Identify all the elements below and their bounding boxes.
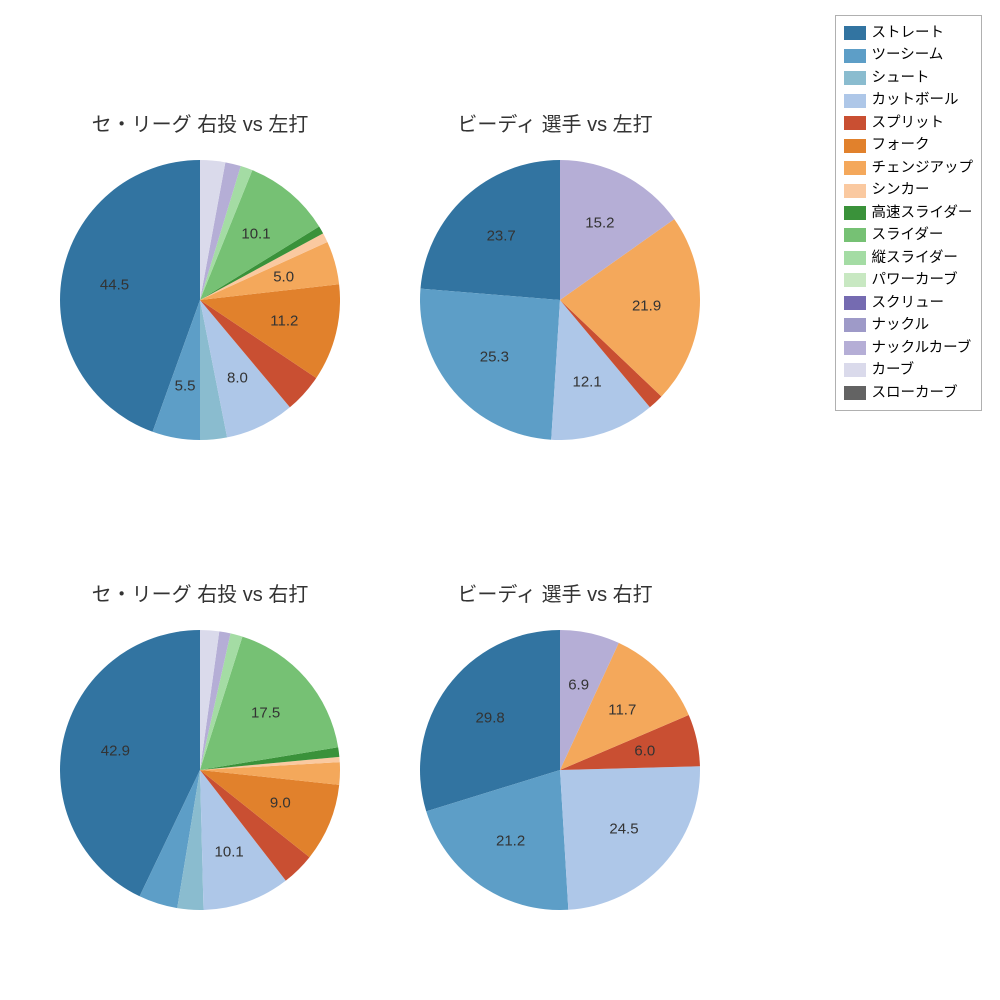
legend-label: ツーシーム (872, 44, 944, 66)
pie-slice-label: 42.9 (101, 742, 130, 759)
legend-item: シンカー (844, 179, 974, 201)
pie-slice-label: 6.0 (634, 743, 655, 760)
pie-slice-label: 12.1 (572, 374, 601, 391)
legend-label: 縦スライダー (872, 247, 958, 269)
legend-label: パワーカーブ (872, 269, 958, 291)
pie-slice-label: 29.8 (476, 710, 505, 727)
legend-item: ストレート (844, 22, 974, 44)
pie-slice-label: 10.1 (241, 225, 270, 242)
pie-slice-label: 15.2 (585, 214, 614, 231)
legend-label: スライダー (872, 224, 944, 246)
legend-swatch (844, 273, 866, 287)
legend-swatch (844, 363, 866, 377)
pie-slice-label: 5.0 (273, 268, 294, 285)
legend-swatch (844, 251, 866, 265)
legend-label: シンカー (872, 179, 930, 201)
legend-item: フォーク (844, 134, 974, 156)
legend-label: カーブ (872, 359, 915, 381)
legend-swatch (844, 296, 866, 310)
legend-label: チェンジアップ (872, 157, 974, 179)
pie-slice (560, 766, 700, 909)
chart-title-br: ビーディ 選手 vs 右打 (405, 578, 705, 607)
pie-slice-label: 24.5 (609, 820, 638, 837)
legend-item: ナックル (844, 314, 974, 336)
pie-slice-label: 25.3 (480, 348, 509, 365)
legend-label: フォーク (872, 134, 930, 156)
pie-slice-label: 21.9 (632, 298, 661, 315)
pie-slice-label: 5.5 (175, 377, 196, 394)
legend-item: スローカーブ (844, 382, 974, 404)
legend-swatch (844, 206, 866, 220)
legend-item: シュート (844, 67, 974, 89)
legend-label: スクリュー (872, 292, 945, 314)
legend-swatch (844, 49, 866, 63)
legend-item: パワーカーブ (844, 269, 974, 291)
legend-item: チェンジアップ (844, 157, 974, 179)
pie-slice-label: 10.1 (215, 843, 244, 860)
pie-slice-label: 44.5 (100, 277, 129, 294)
legend-item: カットボール (844, 89, 974, 111)
pie-slice-label: 6.9 (568, 677, 589, 694)
chart-title-tr: ビーディ 選手 vs 左打 (405, 108, 705, 137)
legend-label: ストレート (872, 22, 945, 44)
legend-item: 縦スライダー (844, 247, 974, 269)
pie-chart-br: 29.8 21.2 24.5 6.0 11.7 6.9 (420, 630, 700, 910)
pie-slice-label: 23.7 (487, 228, 516, 245)
legend-item: 高速スライダー (844, 202, 974, 224)
chart-title-bl: セ・リーグ 右投 vs 右打 (50, 578, 350, 607)
legend-label: カットボール (872, 89, 959, 111)
legend-swatch (844, 161, 866, 175)
legend-swatch (844, 71, 866, 85)
legend-item: スプリット (844, 112, 974, 134)
pie-slice-label: 11.2 (270, 312, 298, 329)
legend-swatch (844, 341, 866, 355)
legend-item: カーブ (844, 359, 974, 381)
legend-swatch (844, 26, 866, 40)
pie-slice-label: 11.7 (608, 701, 636, 718)
pie-slice-label: 9.0 (270, 794, 291, 811)
legend-label: 高速スライダー (872, 202, 973, 224)
legend: ストレートツーシームシュートカットボールスプリットフォークチェンジアップシンカー… (835, 15, 983, 411)
legend-swatch (844, 386, 866, 400)
legend-swatch (844, 139, 866, 153)
legend-swatch (844, 228, 866, 242)
legend-label: ナックルカーブ (872, 337, 972, 359)
pie-chart-tl: 44.5 5.5 8.0 11.2 5.0 10.1 (60, 160, 340, 440)
legend-item: ナックルカーブ (844, 337, 974, 359)
legend-label: スローカーブ (872, 382, 958, 404)
legend-label: シュート (872, 67, 930, 89)
legend-label: スプリット (872, 112, 945, 134)
legend-item: スライダー (844, 224, 974, 246)
chart-title-tl: セ・リーグ 右投 vs 左打 (50, 108, 350, 137)
pie-slice-label: 8.0 (227, 370, 248, 387)
pie-chart-tr: 23.7 25.3 12.1 21.9 15.2 (420, 160, 700, 440)
pie-slice-label: 21.2 (496, 833, 525, 850)
legend-label: ナックル (872, 314, 930, 336)
legend-swatch (844, 184, 866, 198)
legend-swatch (844, 94, 866, 108)
legend-item: スクリュー (844, 292, 974, 314)
legend-swatch (844, 318, 866, 332)
legend-item: ツーシーム (844, 44, 974, 66)
pie-slice-label: 17.5 (251, 705, 280, 722)
pie-chart-bl: 42.9 10.1 9.0 17.5 (60, 630, 340, 910)
legend-swatch (844, 116, 866, 130)
